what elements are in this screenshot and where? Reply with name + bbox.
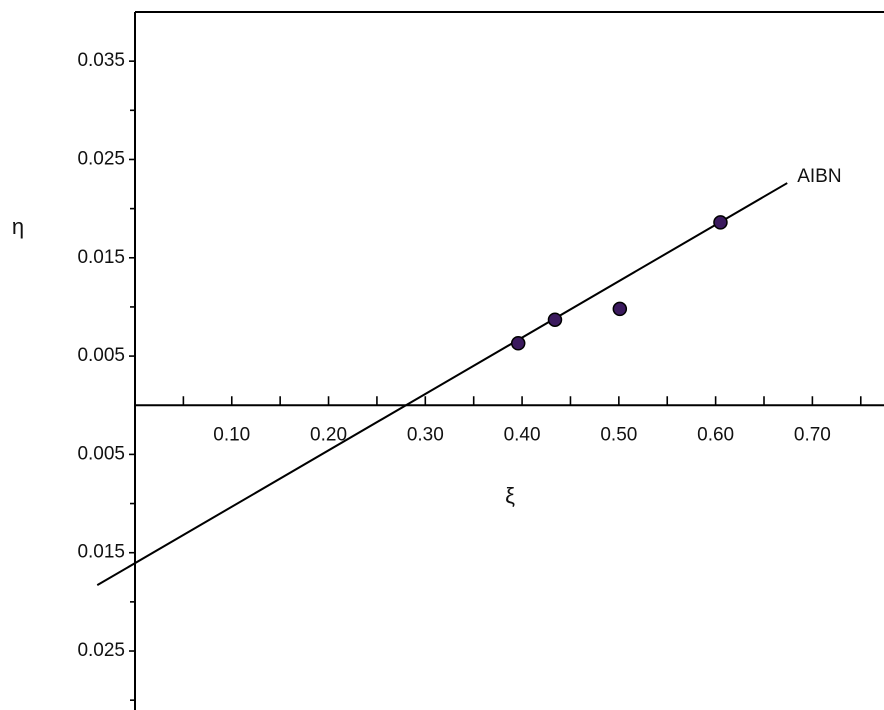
x-tick-label: 0.10 [213,424,250,445]
x-tick-label: 0.70 [794,424,831,445]
data-point [510,336,526,351]
y-tick-label: 0.015 [77,542,125,563]
x-tick-label: 0.50 [600,424,637,445]
x-tick-label: 0.60 [697,424,734,445]
x-tick-label: 0.30 [407,424,444,445]
x-tick-label: 0.20 [310,424,347,445]
y-axis-label: η [12,214,24,239]
data-point [547,312,563,327]
y-tick-label: 0.005 [77,443,125,464]
y-tick-label: 0.005 [77,345,125,366]
y-tick-label: 0.025 [77,640,125,661]
data-point [612,301,628,317]
data-point [713,215,728,230]
x-tick-label: 0.40 [504,424,541,445]
y-tick-label: 0.035 [77,50,125,71]
x-axis-label: ξ [505,483,515,508]
fit-line [96,182,788,587]
fit-line-label: AIBN [797,166,841,187]
y-tick-label: 0.025 [77,148,125,169]
y-tick-label: 0.015 [77,247,125,268]
